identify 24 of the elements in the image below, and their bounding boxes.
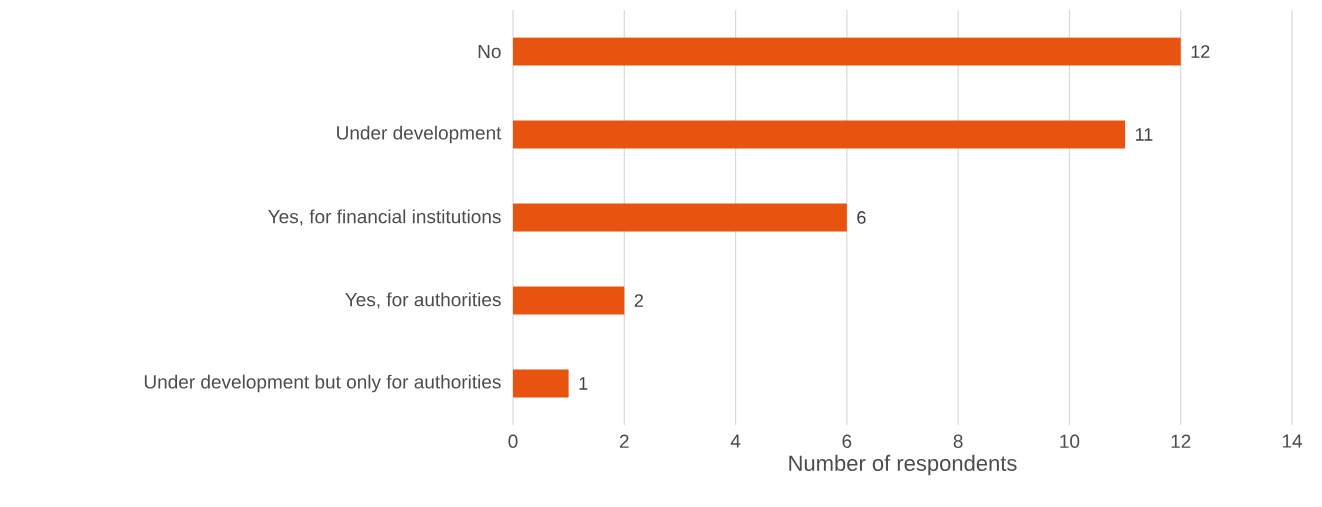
- bar: [513, 203, 847, 232]
- data-label: 6: [857, 211, 866, 224]
- x-tick-label: 10: [1060, 434, 1080, 448]
- x-tick-label: 0: [508, 434, 518, 448]
- x-tick-label: 4: [730, 434, 741, 448]
- y-tick-label: Yes, for financial institutions: [268, 209, 501, 226]
- x-tick-label: 2: [619, 434, 629, 448]
- x-tick-label: 6: [842, 434, 852, 448]
- x-tick-label: 14: [1282, 434, 1303, 448]
- y-tick-label: Under development: [337, 125, 502, 144]
- y-tick-label: Under development but only for authorities: [144, 374, 501, 393]
- bar: [513, 37, 1181, 66]
- bar: [513, 120, 1126, 149]
- x-axis-title: Number of respondents: [789, 454, 1017, 476]
- y-tick-label: No: [478, 44, 501, 59]
- bar: [513, 369, 569, 398]
- x-tick-label: 8: [953, 434, 963, 448]
- data-label: 1: [579, 377, 588, 390]
- data-label: 12: [1191, 45, 1210, 58]
- x-tick-label: 12: [1171, 434, 1191, 448]
- data-label: 11: [1135, 128, 1153, 141]
- y-tick-label: Yes, for authorities: [345, 292, 501, 309]
- data-label: 2: [634, 294, 643, 307]
- bar: [513, 286, 625, 315]
